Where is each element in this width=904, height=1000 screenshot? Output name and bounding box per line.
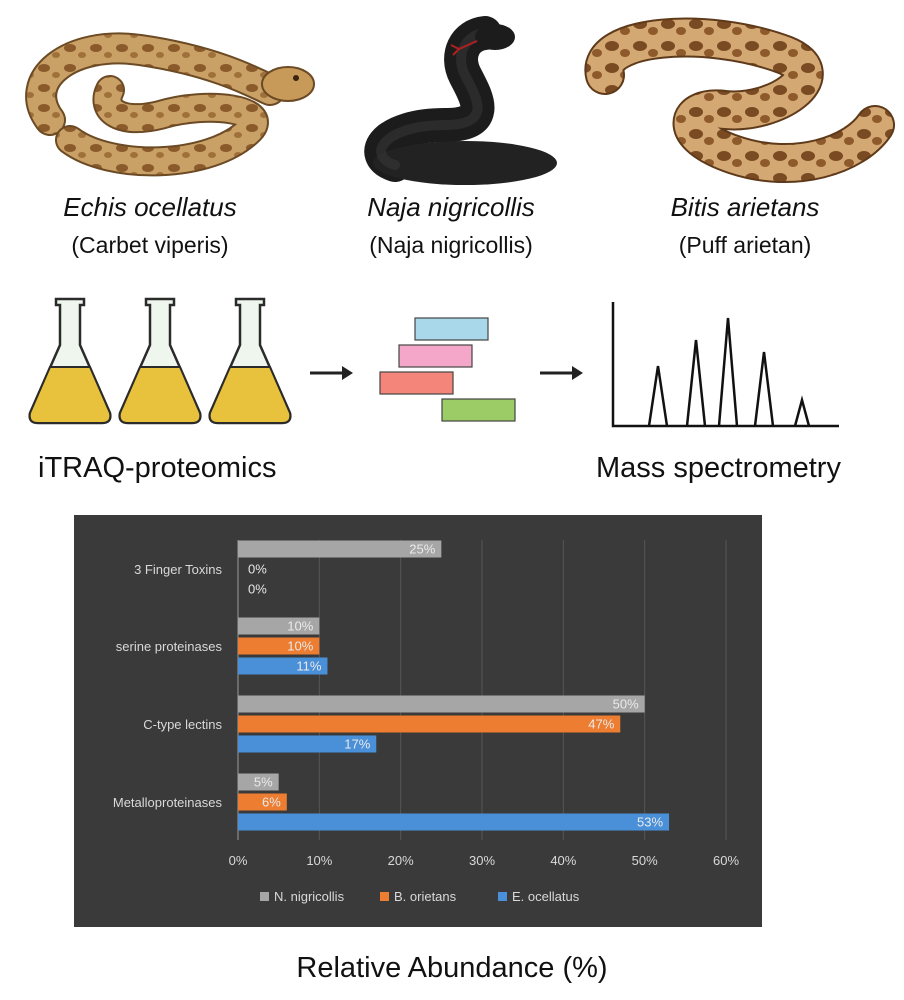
y-category-label: C-type lectins xyxy=(143,717,222,732)
gel-band xyxy=(441,398,516,422)
echis-snake-image xyxy=(10,20,320,180)
gel-band xyxy=(379,371,454,395)
x-tick-label: 50% xyxy=(632,853,658,868)
chart-x-axis-label: Relative Abundance (%) xyxy=(296,952,608,984)
x-tick-label: 30% xyxy=(469,853,495,868)
bitis-snake-image xyxy=(575,15,895,185)
legend-swatch xyxy=(498,892,507,901)
bar xyxy=(238,793,287,811)
bar xyxy=(238,773,279,791)
data-label: 5% xyxy=(254,775,273,790)
data-label: 10% xyxy=(287,619,313,634)
y-category-label: 3 Finger Toxins xyxy=(134,562,222,577)
bar-chart: 0% 10% 20% 30% 40% 50% 60% 3 Finger Toxins 25% 0%… xyxy=(113,540,739,904)
flask-icon xyxy=(28,297,112,425)
species-common-bitis: (Puff arietan) xyxy=(678,232,812,258)
data-label: 10% xyxy=(287,639,313,654)
species-name-bitis: Bitis arietans xyxy=(670,192,820,222)
arrow-right-icon xyxy=(308,363,354,388)
x-tick-label: 10% xyxy=(306,853,332,868)
x-tick-label: 60% xyxy=(713,853,739,868)
bar xyxy=(238,657,328,675)
chart-panel: 0% 10% 20% 30% 40% 50% 60% 3 Finger Toxins 25% 0%… xyxy=(74,515,762,927)
mass-spectrum-icon xyxy=(605,300,845,440)
data-label: 6% xyxy=(262,795,281,810)
gel-band xyxy=(414,317,489,341)
species-common-echis: (Carbet viperis) xyxy=(71,232,229,258)
legend-label: E. ocellatus xyxy=(512,889,580,904)
legend-swatch xyxy=(260,892,269,901)
flask-icon xyxy=(208,297,292,425)
step-label-itraq: iTRAQ-proteomics xyxy=(38,452,277,484)
legend-label: B. orietans xyxy=(394,889,457,904)
data-label: 25% xyxy=(409,542,435,557)
flask-icon xyxy=(118,297,202,425)
x-tick-label: 0% xyxy=(229,853,248,868)
y-category-label: serine proteinases xyxy=(116,639,223,654)
gel-band xyxy=(398,344,473,368)
bar xyxy=(238,637,320,655)
legend-swatch xyxy=(380,892,389,901)
x-tick-label: 40% xyxy=(550,853,576,868)
data-label: 11% xyxy=(296,659,321,674)
bar xyxy=(238,813,670,831)
data-label: 50% xyxy=(613,697,639,712)
x-tick-label: 20% xyxy=(388,853,414,868)
arrow-right-icon xyxy=(538,363,584,388)
step-label-mass-spec: Mass spectrometry xyxy=(596,452,841,484)
species-name-echis: Echis ocellatus xyxy=(63,192,237,222)
species-common-naja: (Naja nigricollis) xyxy=(369,232,533,258)
bar xyxy=(238,735,377,753)
naja-snake-image xyxy=(355,15,575,190)
bar xyxy=(238,695,645,713)
y-category-label: Metalloproteinases xyxy=(113,795,223,810)
data-label: 47% xyxy=(588,717,614,732)
bar xyxy=(238,540,442,558)
data-label: 0% xyxy=(248,562,267,577)
bar xyxy=(238,715,621,733)
bar xyxy=(238,617,320,635)
data-label: 0% xyxy=(248,582,267,597)
data-label: 53% xyxy=(637,815,663,830)
flasks-icon xyxy=(28,295,298,435)
species-name-naja: Naja nigricollis xyxy=(367,192,535,222)
gel-bands-icon xyxy=(375,315,520,430)
legend-label: N. nigricollis xyxy=(274,889,345,904)
data-label: 17% xyxy=(344,737,370,752)
